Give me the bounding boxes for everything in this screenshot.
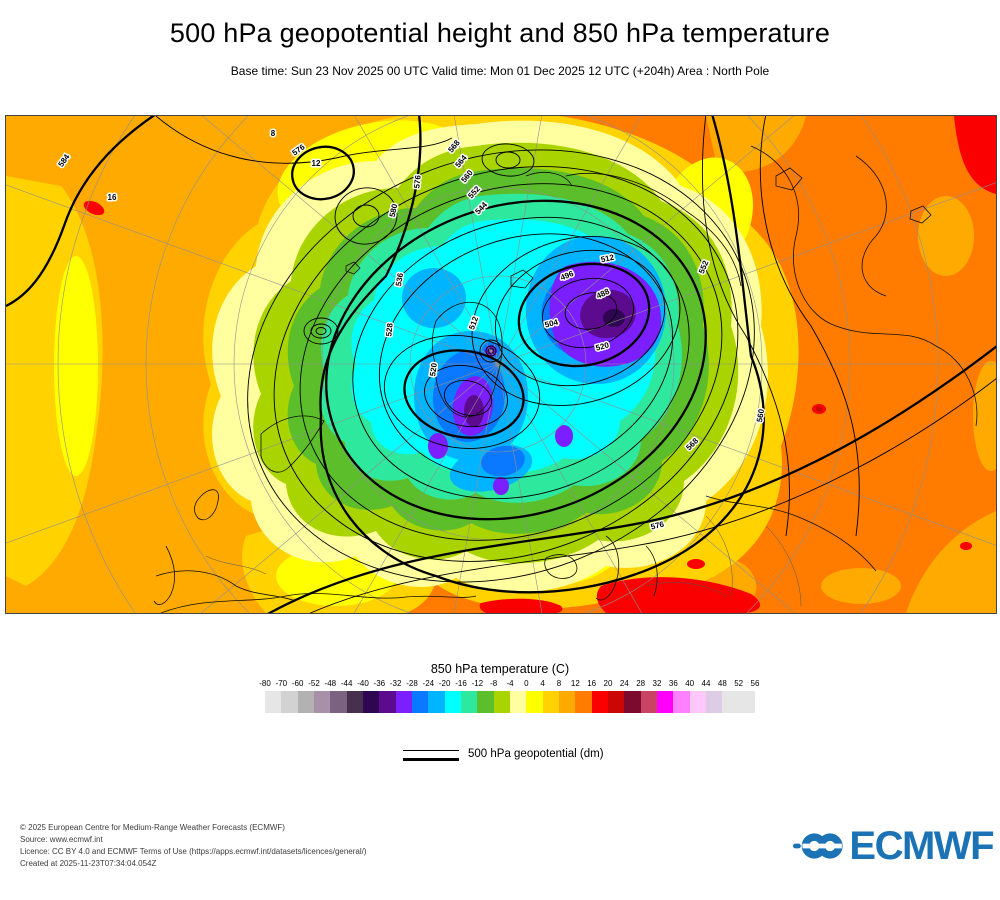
colorbar-swatch bbox=[656, 691, 674, 713]
colorbar-swatch bbox=[444, 691, 461, 713]
colorbar-title: 850 hPa temperature (C) bbox=[430, 662, 570, 676]
colorbar-tick-label: 52 bbox=[734, 679, 744, 688]
colorbar-swatch bbox=[607, 691, 625, 713]
colorbar-swatch bbox=[313, 691, 331, 713]
contour-label: 536 bbox=[394, 272, 405, 287]
country-borders bbox=[205, 515, 802, 607]
colorbar-tick-label: -36 bbox=[373, 679, 386, 688]
colorbar-tick-label: -70 bbox=[275, 679, 288, 688]
contour-label: 520 bbox=[428, 362, 439, 377]
colorbar-tick-label: -60 bbox=[291, 679, 304, 688]
colorbar-tick-label: 0 bbox=[524, 679, 529, 688]
colorbar-tick-label: 16 bbox=[587, 679, 597, 688]
colorbar-swatch bbox=[362, 691, 380, 713]
colorbar-tick-label: -4 bbox=[506, 679, 514, 688]
dark-red-spot bbox=[815, 406, 823, 412]
geopotential-legend-label: 500 hPa geopotential (dm) bbox=[468, 748, 604, 760]
colorbar-swatch bbox=[722, 691, 739, 713]
contour-label: 576 bbox=[412, 174, 422, 189]
licence-line: Licence: CC BY 4.0 and ECMWF Terms of Us… bbox=[20, 847, 367, 856]
colorbar-tick-label: 8 bbox=[556, 679, 562, 688]
colorbar-swatch bbox=[705, 691, 723, 713]
colorbar-swatch bbox=[689, 691, 706, 713]
geopotential-contours bbox=[6, 116, 996, 613]
colorbar-tick-label: 48 bbox=[717, 679, 727, 688]
colorbar-tick-label: 20 bbox=[603, 679, 613, 688]
colorbar-tick-label: -12 bbox=[471, 679, 484, 688]
contour-label: 8 bbox=[271, 129, 276, 138]
copyright-line: © 2025 European Centre for Medium-Range … bbox=[20, 823, 285, 832]
colorbar-tick-label: 36 bbox=[668, 679, 678, 688]
thin-contour-line-sample bbox=[403, 750, 459, 751]
colorbar-tick-label: 44 bbox=[701, 679, 711, 688]
colorbar-swatch bbox=[558, 691, 576, 713]
colorbar-swatch bbox=[493, 691, 510, 713]
ecmwf-logo-text: ECMWF bbox=[849, 824, 994, 868]
colorbar-tick-label: 32 bbox=[652, 679, 662, 688]
source-line: Source: www.ecmwf.int bbox=[20, 835, 103, 844]
colorbar-swatch bbox=[428, 691, 445, 713]
colorbar-swatch bbox=[640, 691, 657, 713]
colorbar-swatch bbox=[542, 691, 559, 713]
contour-label: 528 bbox=[384, 322, 394, 337]
ecmwf-logo-mark bbox=[793, 833, 843, 859]
colorbar-tick-label: 56 bbox=[750, 679, 760, 688]
ecmwf-logo: ECMWF bbox=[793, 822, 994, 870]
attribution-footer: © 2025 European Centre for Medium-Range … bbox=[20, 822, 367, 870]
colorbar-tick-label: -40 bbox=[357, 679, 369, 688]
colorbar-tick-label: 40 bbox=[685, 679, 695, 688]
colorbar-tick-label: 12 bbox=[570, 679, 580, 688]
colorbar-swatch bbox=[673, 691, 690, 713]
colorbar-tick-label: -8 bbox=[490, 679, 498, 688]
colorbar-swatch bbox=[265, 691, 282, 713]
colorbar-swatch bbox=[575, 691, 592, 713]
colorbar-tick-label: -24 bbox=[422, 679, 435, 688]
contour-label: 16 bbox=[108, 193, 117, 202]
colorbar-tick-label: 4 bbox=[540, 679, 545, 688]
colorbar-swatch bbox=[624, 691, 641, 713]
colorbar-tick-label: -52 bbox=[308, 679, 320, 688]
colorbar-tick-label: -44 bbox=[340, 679, 353, 688]
geopotential-line-samples bbox=[403, 748, 459, 764]
colorbar-swatch bbox=[509, 691, 527, 713]
colorbar-tick-label: -32 bbox=[389, 679, 402, 688]
colorbar-swatch bbox=[395, 691, 412, 713]
colorbar-swatch bbox=[379, 691, 396, 713]
chart-subtitle: Base time: Sun 23 Nov 2025 00 UTC Valid … bbox=[230, 64, 770, 78]
thick-contour-line-sample bbox=[403, 758, 459, 761]
colorbar-tick-label: -48 bbox=[324, 679, 337, 688]
page-title: 500 hPa geopotential height and 850 hPa … bbox=[169, 18, 831, 48]
colorbar-tick-label: 28 bbox=[636, 679, 646, 688]
coastlines bbox=[153, 145, 978, 613]
colorbar-ticks: -80 -70 -60 -52 -48 -44 -40 -36 -32 -28 -24 -20 -16-… bbox=[259, 679, 759, 689]
colorbar-swatches bbox=[265, 691, 755, 713]
colorbar-tick-label: -20 bbox=[438, 679, 451, 688]
temperature-colorbar: -80 -70 -60 -52 -48 -44 -40 -36 -32 -28 -24 -20 -16-… bbox=[257, 679, 763, 719]
colorbar-swatch bbox=[460, 691, 478, 713]
colorbar-swatch bbox=[526, 691, 543, 713]
colorbar-swatch bbox=[477, 691, 494, 713]
colorbar-tick-label: -80 bbox=[259, 679, 271, 688]
hot-red-patches bbox=[83, 116, 996, 613]
colorbar-tick-label: -16 bbox=[455, 679, 467, 688]
colorbar-tick-label: 24 bbox=[619, 679, 629, 688]
colorbar-swatch bbox=[591, 691, 608, 713]
created-line: Created at 2025-11-23T07:34:04.054Z bbox=[20, 859, 157, 868]
colorbar-swatch bbox=[330, 691, 347, 713]
colorbar-swatch bbox=[297, 691, 314, 713]
colorbar-swatch bbox=[411, 691, 429, 713]
weather-map-canvas: 5845765805765765685645605525445685605525… bbox=[6, 116, 996, 613]
colorbar-swatch bbox=[281, 691, 298, 713]
colorbar-swatch bbox=[738, 691, 755, 713]
contour-label: 512 bbox=[467, 315, 480, 331]
contour-label: 12 bbox=[312, 159, 321, 168]
colorbar-tick-label: -28 bbox=[406, 679, 418, 688]
contour-label: 560 bbox=[755, 408, 766, 423]
weather-map: 584 576 580 576 576 568 564 560 552 544 568 560 552 5… bbox=[5, 115, 997, 614]
colorbar-swatch bbox=[346, 691, 363, 713]
geopotential-legend: 500 hPa geopotential (dm) bbox=[0, 744, 1000, 770]
